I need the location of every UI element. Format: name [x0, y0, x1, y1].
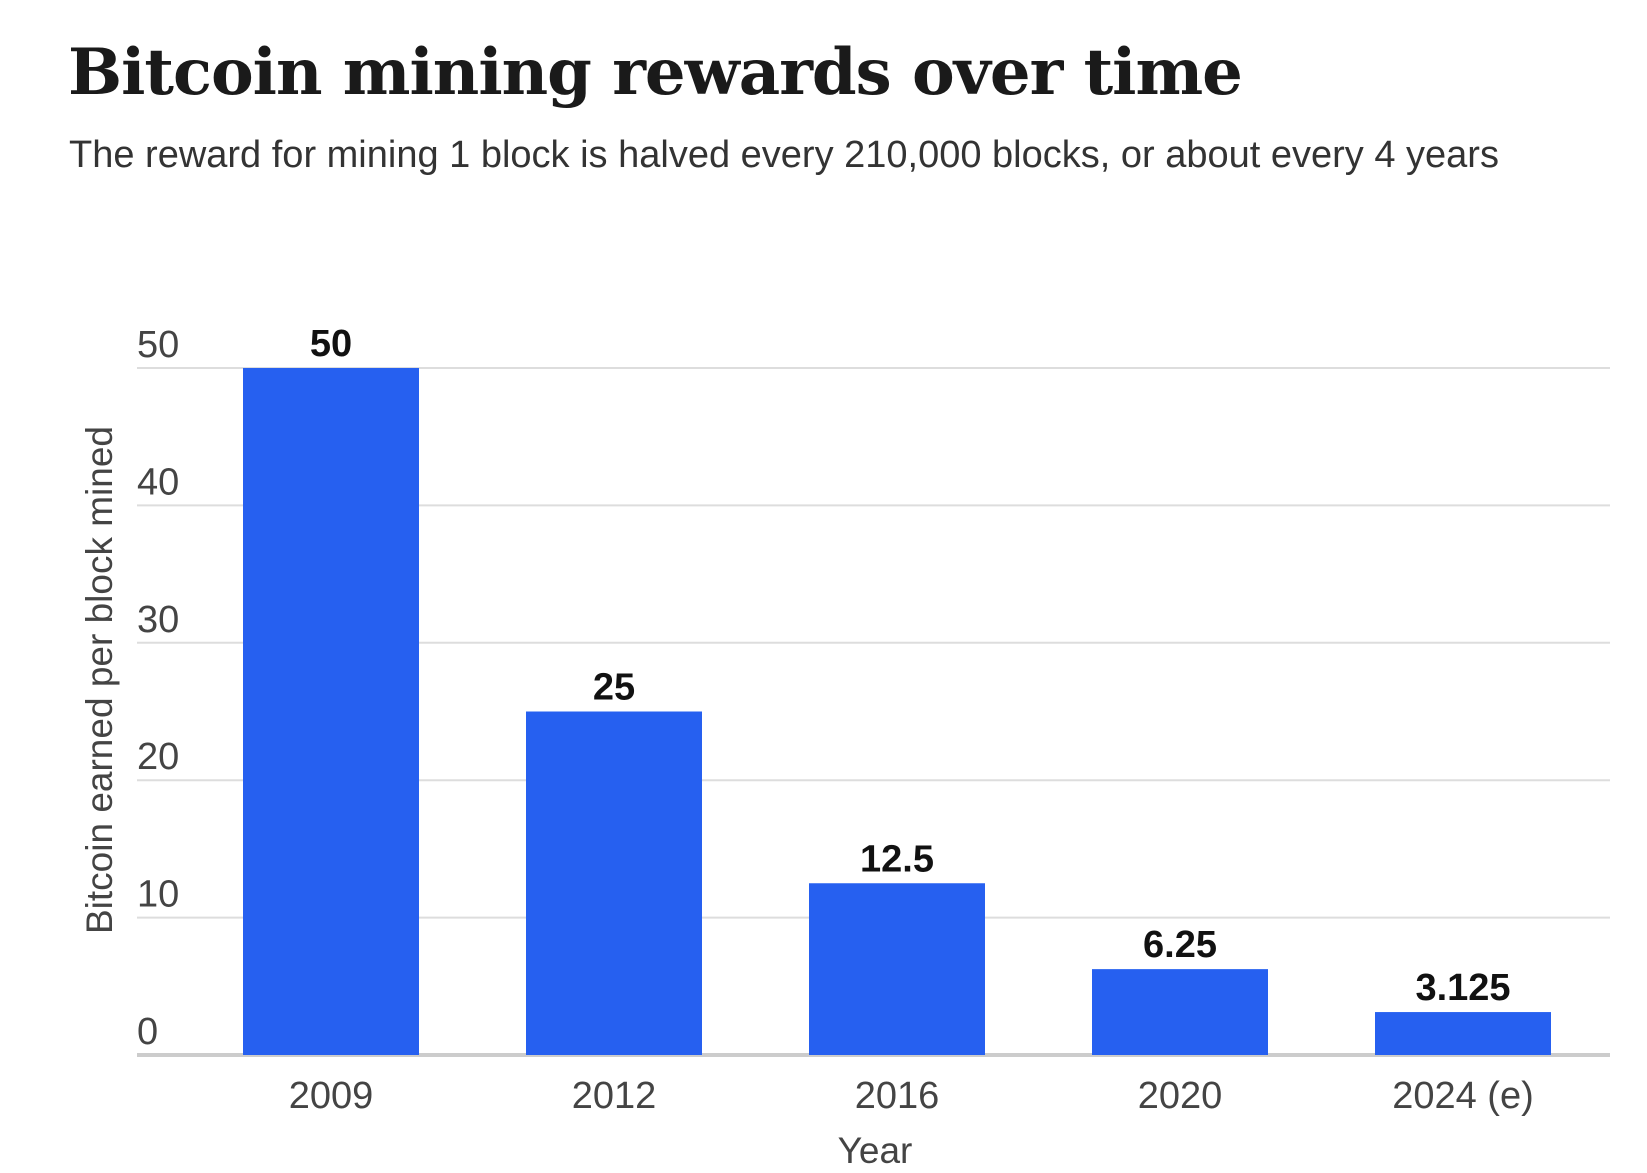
chart-title: Bitcoin mining rewards over time — [68, 35, 1243, 110]
bar-2024-e- — [1375, 1012, 1551, 1055]
data-label: 12.5 — [860, 838, 934, 880]
x-tick-label: 2012 — [572, 1075, 657, 1117]
y-tick-label-0: 0 — [137, 1011, 158, 1053]
y-tick-label-50: 50 — [137, 324, 179, 366]
x-tick-label: 2024 (e) — [1392, 1075, 1534, 1117]
bar-2016 — [809, 883, 985, 1055]
y-tick-label-20: 20 — [137, 736, 179, 778]
y-axis-title: Bitcoin earned per block mined — [79, 426, 120, 934]
x-axis-title: Year — [838, 1130, 913, 1171]
y-tick-label-40: 40 — [137, 461, 179, 503]
data-label: 50 — [310, 323, 352, 365]
y-axis-ticks: 0 10 20 30 40 50 — [137, 324, 179, 1053]
data-label: 3.125 — [1415, 967, 1510, 1009]
data-labels: 50 25 12.5 6.25 3.125 — [310, 323, 1511, 1009]
x-tick-label: 2016 — [855, 1075, 940, 1117]
x-axis-ticks: 2009 2012 2016 2020 2024 (e) — [289, 1075, 1534, 1117]
data-label: 25 — [593, 667, 635, 709]
bar-2020 — [1092, 969, 1268, 1055]
x-tick-label: 2009 — [289, 1075, 374, 1117]
x-tick-label: 2020 — [1138, 1075, 1223, 1117]
y-tick-label-30: 30 — [137, 599, 179, 641]
bar-2009 — [243, 368, 419, 1055]
bars — [243, 368, 1551, 1055]
data-label: 6.25 — [1143, 924, 1217, 966]
bar-2012 — [526, 711, 702, 1055]
chart-subtitle: The reward for mining 1 block is halved … — [69, 134, 1499, 176]
y-tick-label-10: 10 — [137, 874, 179, 916]
